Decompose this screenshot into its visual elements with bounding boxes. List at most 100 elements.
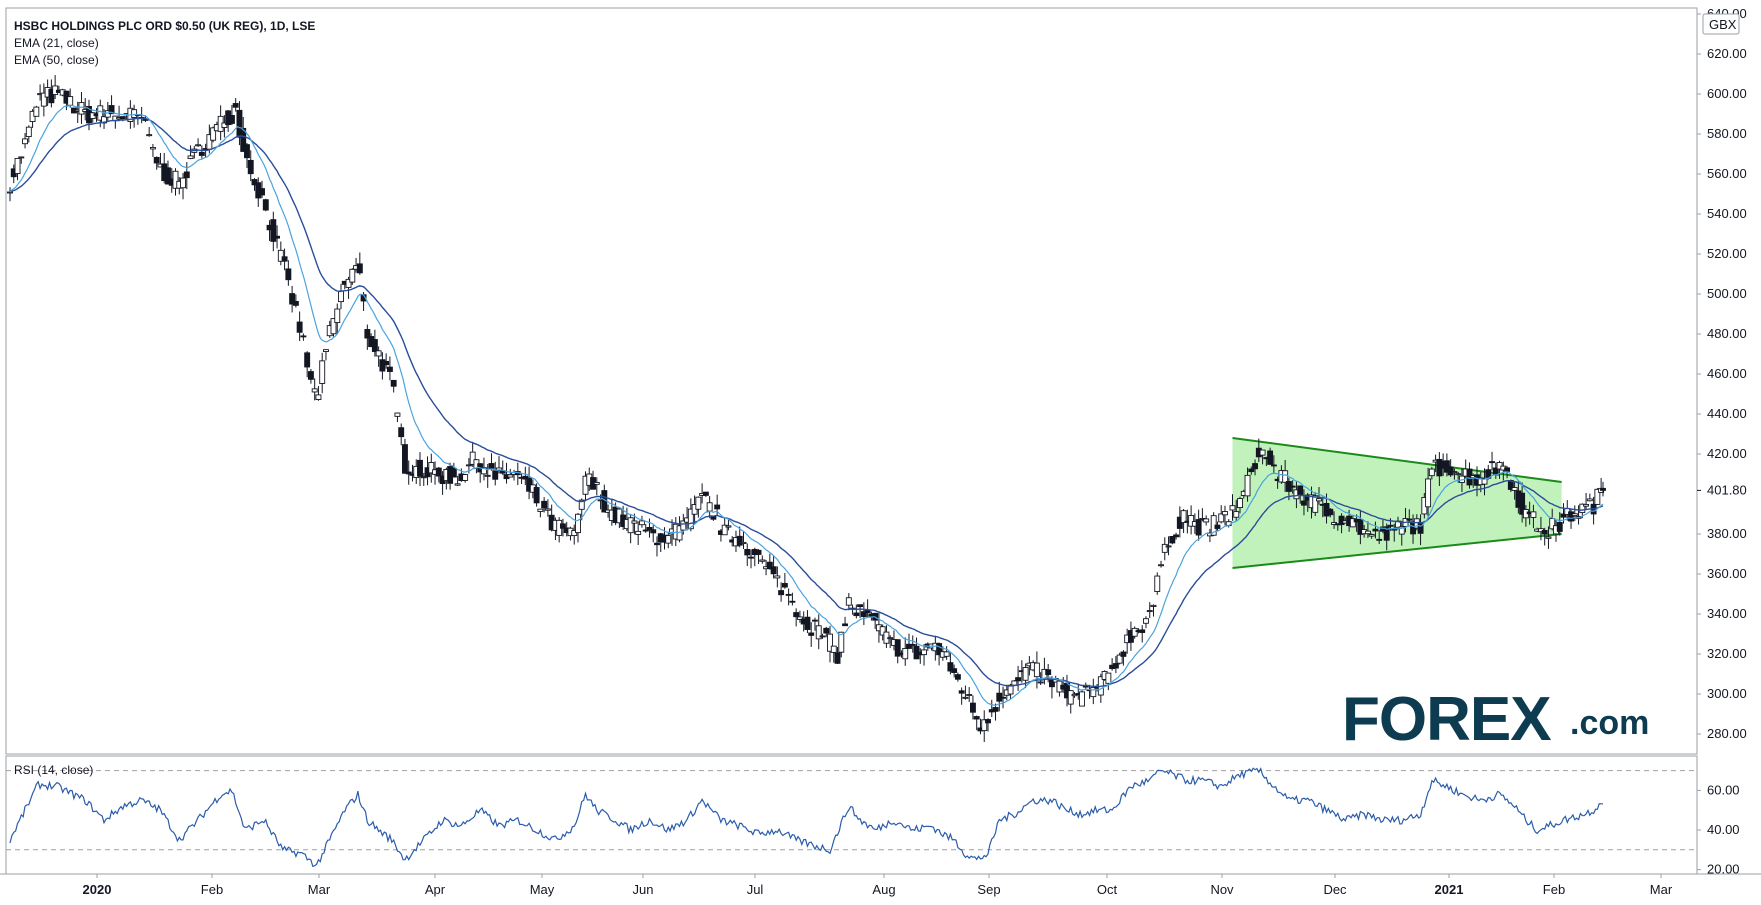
candle <box>450 462 457 478</box>
candle <box>1481 468 1488 496</box>
price-tick-label: 280.00 <box>1707 726 1747 741</box>
candle <box>1556 512 1563 536</box>
candle <box>665 531 672 549</box>
candle <box>1071 692 1078 698</box>
candle <box>356 252 363 275</box>
candle <box>262 198 269 212</box>
candle <box>228 104 235 126</box>
candle <box>706 496 713 519</box>
candle <box>544 499 551 517</box>
candle <box>796 610 803 623</box>
currency-badge[interactable] <box>1702 13 1740 35</box>
candle <box>420 472 427 486</box>
candle <box>48 79 55 108</box>
candle <box>759 555 766 564</box>
candle <box>1143 616 1149 629</box>
candle <box>943 646 950 660</box>
candle <box>270 211 277 252</box>
time-axis[interactable]: 2020 Feb Mar Apr May Jun Jul Aug Sep Oct Nov Dec 202… <box>83 874 1673 897</box>
price-tick-label: 420.00 <box>1707 446 1747 461</box>
candle <box>1139 625 1146 643</box>
candle <box>650 525 657 543</box>
candle <box>1571 505 1578 522</box>
candle <box>1316 487 1322 505</box>
candle <box>646 518 653 538</box>
candle <box>1244 467 1251 502</box>
candle <box>1233 499 1240 522</box>
candle <box>556 517 563 543</box>
candle <box>845 592 852 611</box>
price-tick-label: 320.00 <box>1707 646 1747 661</box>
candle <box>371 329 378 357</box>
candle <box>575 512 581 543</box>
candle <box>390 379 397 393</box>
candle <box>319 352 326 394</box>
candle <box>947 653 954 675</box>
rsi-legend: RSI (14, close) <box>14 763 94 777</box>
axis-badges: 401.80 GBX <box>1697 13 1747 497</box>
time-tick-label: Jun <box>633 882 654 897</box>
time-tick-label: Feb <box>201 882 223 897</box>
candle <box>755 549 762 565</box>
candle <box>740 531 747 549</box>
candle <box>1173 532 1180 540</box>
candle <box>571 524 578 545</box>
rsi-tick-label: 40.00 <box>1707 822 1740 837</box>
rsi-line <box>9 767 1603 868</box>
candle <box>1406 509 1413 524</box>
candle <box>1327 508 1334 518</box>
candle <box>1267 447 1274 465</box>
time-tick-label: 2020 <box>83 882 112 897</box>
candle <box>1301 489 1307 516</box>
time-tick-label: Apr <box>425 882 446 897</box>
candle <box>405 460 412 485</box>
candle <box>251 178 258 191</box>
candle <box>1067 690 1074 714</box>
triangle-lower-trendline <box>1232 533 1562 569</box>
price-axis[interactable]: 280.00 300.00 320.00 340.00 360.00 380.00 420.… <box>1697 6 1747 741</box>
candle <box>785 588 792 606</box>
candle <box>736 526 743 548</box>
candle <box>533 483 540 507</box>
candle <box>725 519 732 531</box>
candle <box>1000 686 1006 709</box>
candle <box>627 514 634 544</box>
candle <box>909 635 916 653</box>
candle <box>812 617 818 631</box>
candle <box>834 647 841 665</box>
candle <box>1079 689 1085 707</box>
candle <box>966 687 973 703</box>
candle <box>1349 515 1356 528</box>
candle <box>808 622 815 647</box>
candle <box>507 468 514 478</box>
candle <box>1146 602 1153 618</box>
candle <box>1229 494 1236 521</box>
time-tick-label: Jul <box>747 882 764 897</box>
price-tick-label: 360.00 <box>1707 566 1747 581</box>
candle <box>1158 560 1164 568</box>
candle <box>1252 459 1259 476</box>
candle <box>462 474 469 483</box>
candle <box>40 83 47 117</box>
candle <box>25 125 32 143</box>
candlestick-series <box>7 75 1606 742</box>
ema50-line <box>9 117 1604 688</box>
last-price-label: 401.80 <box>1707 482 1747 497</box>
candle <box>153 156 160 170</box>
price-tick-label: 520.00 <box>1707 246 1747 261</box>
candle <box>1289 480 1296 494</box>
candle <box>289 285 296 313</box>
candle <box>379 352 386 380</box>
candle <box>180 173 186 200</box>
price-tick-label: 300.00 <box>1707 686 1747 701</box>
candle <box>1165 536 1172 556</box>
time-tick-label: Dec <box>1323 882 1347 897</box>
candle <box>695 496 702 518</box>
rsi-tick-label: 60.00 <box>1707 782 1740 797</box>
price-tick-label: 600.00 <box>1707 86 1747 101</box>
candle <box>1549 508 1556 531</box>
candle <box>514 462 521 486</box>
candle <box>879 624 886 641</box>
rsi-axis[interactable]: 20.00 40.00 60.00 <box>1697 782 1740 877</box>
